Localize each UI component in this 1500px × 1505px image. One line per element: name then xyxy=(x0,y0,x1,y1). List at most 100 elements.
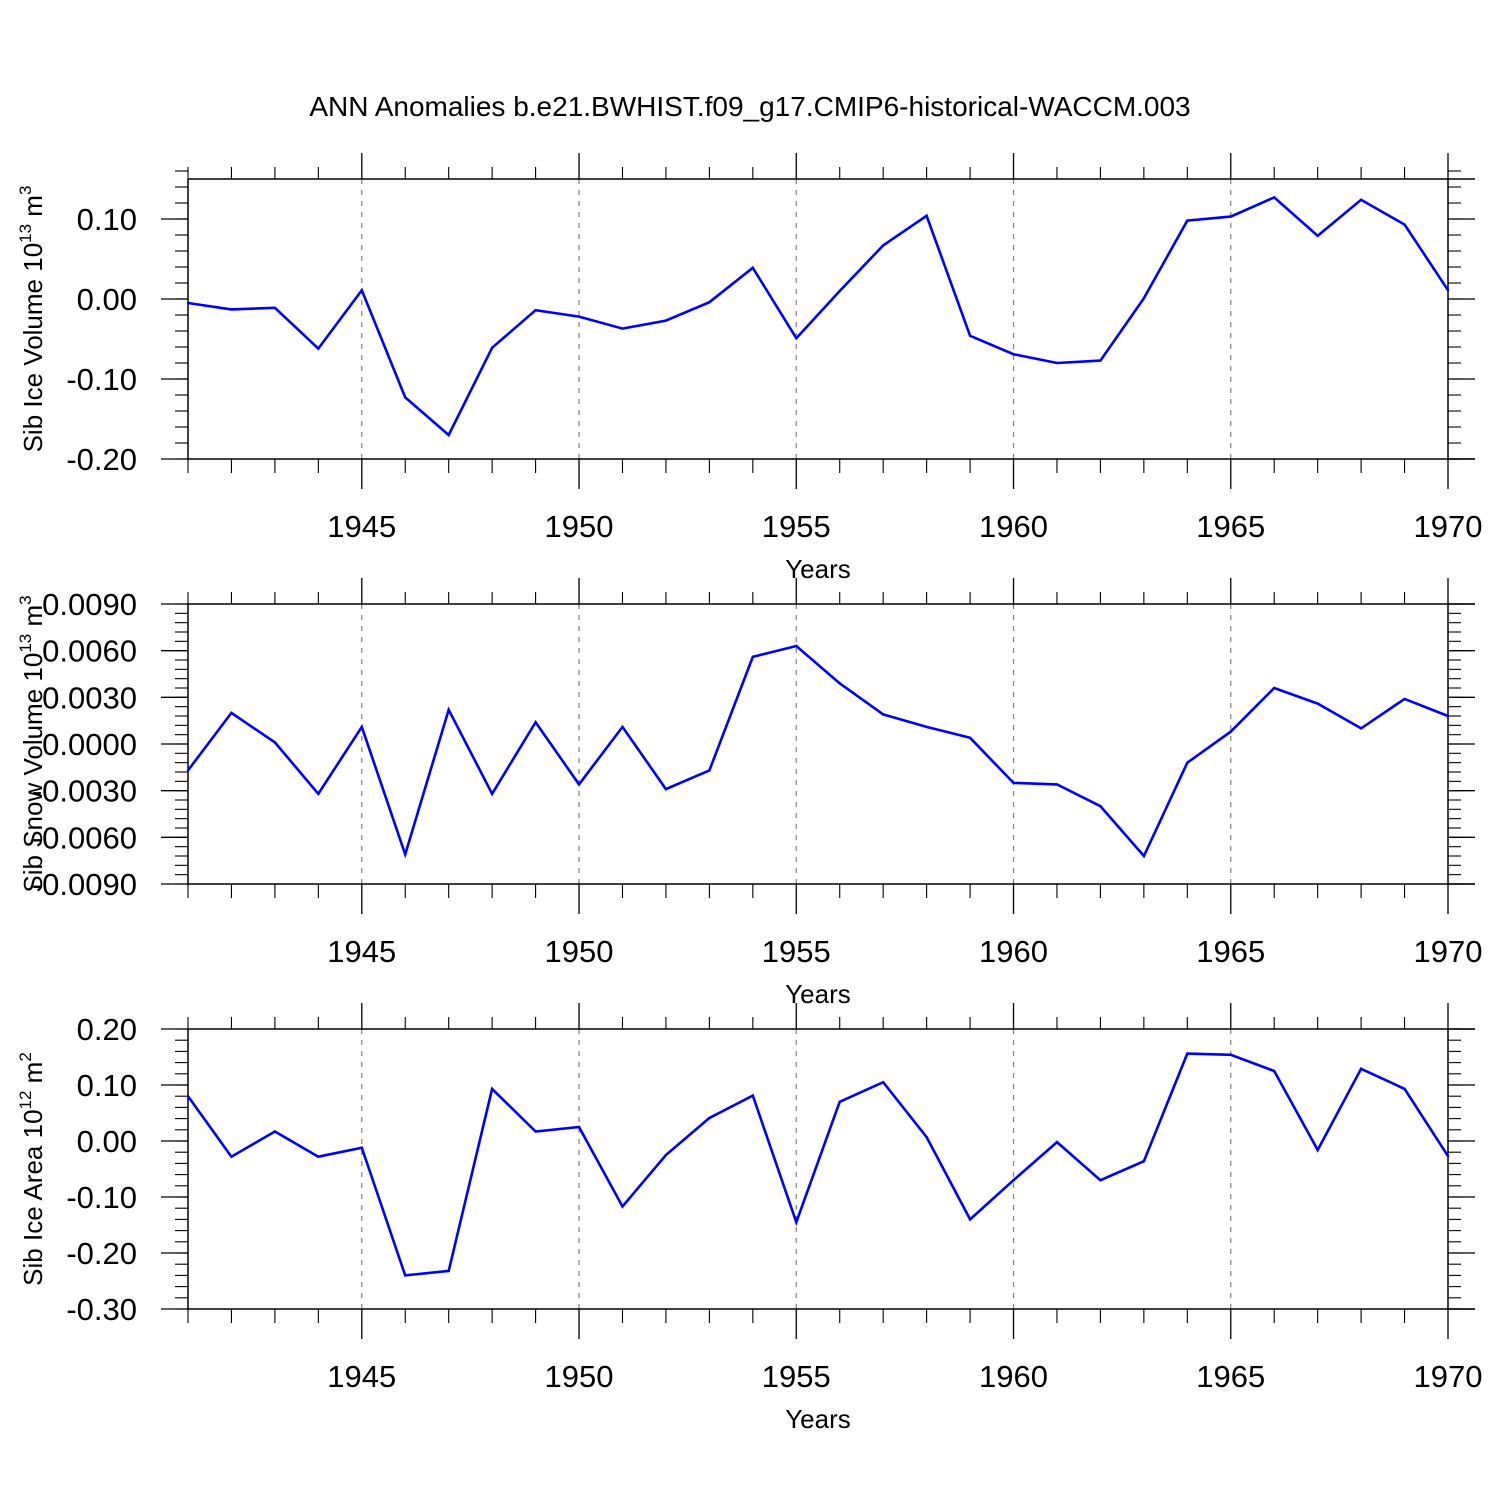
data-point xyxy=(795,337,798,340)
data-point xyxy=(664,319,668,322)
y-tick-label: 0.00 xyxy=(77,1124,137,1159)
data-point xyxy=(1229,215,1232,218)
x-tick-label: 1965 xyxy=(1196,934,1265,969)
data-point xyxy=(273,306,277,309)
data-point xyxy=(1055,1140,1059,1144)
data-point xyxy=(751,655,755,659)
data-point xyxy=(1142,297,1146,300)
y-axis-label-unit: m xyxy=(18,605,48,634)
y-axis-label-text: Sib Ice Volume 10 xyxy=(18,243,48,453)
data-point xyxy=(751,1094,755,1097)
data-point xyxy=(708,301,711,304)
data-point xyxy=(1316,702,1319,705)
x-tick-label: 1970 xyxy=(1414,1359,1483,1394)
x-tick-label: 1970 xyxy=(1414,934,1483,969)
data-point xyxy=(1142,1159,1146,1163)
data-point xyxy=(664,787,668,791)
y-axis-label-text: Sib Ice Area 10 xyxy=(18,1109,48,1285)
x-tick-label: 1945 xyxy=(327,509,396,544)
data-point xyxy=(317,347,320,350)
data-point xyxy=(1099,805,1102,808)
y-axis-label-unit: m xyxy=(18,1062,48,1091)
data-point xyxy=(1142,854,1146,858)
data-point xyxy=(490,346,494,349)
data-point xyxy=(881,713,885,716)
data-point xyxy=(1099,359,1102,362)
data-point xyxy=(230,711,233,715)
data-point xyxy=(447,433,450,437)
x-tick-label: 1960 xyxy=(979,934,1048,969)
data-point xyxy=(360,1146,363,1149)
data-point xyxy=(1446,1154,1450,1158)
data-point xyxy=(1012,353,1015,356)
data-point xyxy=(1273,686,1276,690)
data-point xyxy=(751,266,755,269)
y-axis-label: Sib Snow Volume 1013 m3 xyxy=(16,595,48,892)
data-point xyxy=(1273,1069,1276,1073)
data-point xyxy=(708,1116,711,1120)
y-tick-label: -0.20 xyxy=(66,1236,137,1271)
data-point xyxy=(273,741,277,744)
data-point xyxy=(925,725,928,729)
data-point xyxy=(404,1274,407,1277)
data-point xyxy=(490,792,494,795)
series-line xyxy=(187,195,1450,438)
data-point xyxy=(968,334,972,337)
data-point xyxy=(1229,730,1232,733)
y-axis-label-exponent: 13 xyxy=(16,224,35,243)
data-point xyxy=(1359,727,1363,730)
x-tick-label: 1945 xyxy=(327,1359,396,1394)
data-point xyxy=(273,1130,277,1133)
data-point xyxy=(1012,1179,1015,1182)
data-point xyxy=(838,289,841,293)
x-axis-label: Years xyxy=(785,1404,851,1434)
data-point xyxy=(404,853,407,856)
data-point xyxy=(360,289,363,292)
data-point xyxy=(186,769,190,772)
y-axis-label-text: Sib Snow Volume 10 xyxy=(18,653,48,893)
data-point xyxy=(186,301,190,305)
y-tick-label: -0.0030 xyxy=(32,774,137,809)
y-tick-label: 0.0030 xyxy=(42,680,137,715)
data-point xyxy=(1273,196,1276,199)
data-point xyxy=(621,1205,624,1208)
data-point xyxy=(577,1125,581,1129)
y-tick-label: 0.10 xyxy=(77,1068,137,1103)
data-point xyxy=(534,309,537,312)
y-tick-label: -0.0090 xyxy=(32,867,137,902)
y-axis-label-exponent: 12 xyxy=(16,1091,35,1110)
x-tick-label: 1955 xyxy=(762,934,831,969)
x-tick-label: 1945 xyxy=(327,934,396,969)
data-point xyxy=(317,1155,320,1158)
data-point xyxy=(1316,1148,1319,1152)
y-tick-label: 0.10 xyxy=(77,202,137,237)
data-point xyxy=(925,214,928,217)
x-tick-label: 1960 xyxy=(979,1359,1048,1394)
y-tick-label: -0.0060 xyxy=(32,820,137,855)
y-axis-label-unit-exponent: 3 xyxy=(16,595,35,604)
data-point xyxy=(968,736,972,739)
data-point xyxy=(360,725,363,729)
data-point xyxy=(1403,697,1406,701)
y-tick-label: -0.10 xyxy=(66,1180,137,1215)
x-tick-label: 1950 xyxy=(545,1359,614,1394)
chart-panel-1: 1945 1950 1955 1960 1965 1970 0.10 0.00 -0.10 -0.… xyxy=(16,153,1482,584)
data-point xyxy=(881,244,885,247)
data-point xyxy=(664,1153,668,1157)
x-tick-label: 1965 xyxy=(1196,509,1265,544)
data-point xyxy=(1316,234,1319,237)
data-point xyxy=(1359,198,1363,201)
y-tick-label: 0.0090 xyxy=(42,587,137,622)
data-point xyxy=(838,682,841,685)
x-axis-label: Years xyxy=(785,979,851,1009)
data-point xyxy=(621,725,624,729)
y-tick-label: 0.20 xyxy=(77,1012,137,1047)
data-point xyxy=(447,1269,450,1273)
y-tick-label: -0.30 xyxy=(66,1292,137,1327)
x-tick-label: 1950 xyxy=(545,934,614,969)
data-point xyxy=(1446,289,1450,292)
x-tick-label: 1955 xyxy=(762,509,831,544)
data-point xyxy=(925,1135,928,1139)
